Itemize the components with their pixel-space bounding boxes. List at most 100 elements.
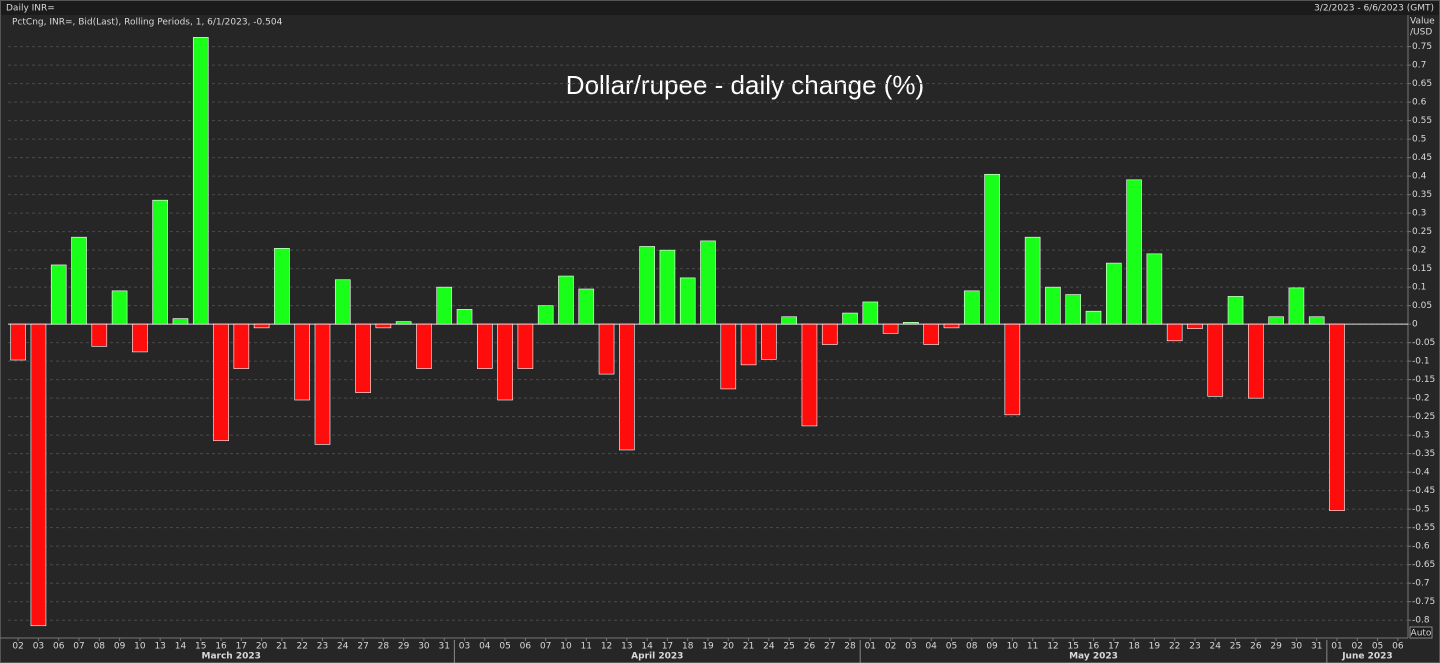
x-tick-label: 20	[256, 642, 268, 652]
x-tick-label: 15	[1067, 642, 1078, 652]
bar	[1288, 287, 1305, 325]
bar	[375, 323, 392, 329]
auto-button-label[interactable]: Auto	[1411, 629, 1432, 639]
x-tick-label: 05	[499, 642, 510, 652]
y-tick-label: 0.7	[1412, 61, 1426, 71]
x-tick-label: 03	[33, 642, 44, 652]
bar	[233, 323, 250, 369]
bar	[30, 323, 47, 627]
x-tick-label: 23	[1189, 642, 1200, 652]
x-tick-label: 09	[114, 642, 126, 652]
month-label: April 2023	[631, 652, 683, 662]
x-tick-label: 28	[378, 642, 390, 652]
bar	[862, 301, 879, 325]
bar	[659, 249, 676, 325]
x-tick-label: 27	[824, 642, 835, 652]
x-tick-label: 17	[662, 642, 673, 652]
bar	[334, 279, 351, 325]
y-tick-label: -0.35	[1412, 449, 1435, 459]
bar	[923, 323, 939, 345]
x-tick-label: 24	[763, 642, 775, 652]
bar	[720, 323, 737, 390]
y-tick-label: 0	[1412, 320, 1418, 330]
x-tick-label: 22	[1169, 642, 1180, 652]
y-tick-label: 0.65	[1412, 79, 1432, 89]
x-tick-label: 23	[317, 642, 328, 652]
bar	[598, 323, 615, 375]
x-tick-label: 21	[743, 642, 754, 652]
x-tick-label: 01	[1331, 642, 1342, 652]
x-tick-label: 06	[520, 642, 532, 652]
y-tick-label: 0.25	[1412, 227, 1432, 237]
x-tick-label: 30	[418, 642, 430, 652]
bar	[963, 290, 980, 325]
bar	[740, 323, 757, 366]
bar	[497, 323, 513, 401]
bar	[213, 323, 229, 442]
month-label: March 2023	[201, 652, 260, 662]
bar	[192, 37, 209, 325]
bar	[1146, 253, 1163, 325]
bar	[1207, 323, 1224, 397]
bar	[1105, 262, 1122, 325]
bar	[111, 290, 128, 325]
y-tick-label: -0.65	[1412, 560, 1435, 570]
y-tick-label: -0.45	[1412, 486, 1435, 496]
bar	[1045, 286, 1061, 325]
bar	[314, 323, 331, 445]
bar	[517, 323, 534, 369]
x-tick-label: 26	[804, 642, 816, 652]
x-tick-label: 08	[94, 642, 106, 652]
bar	[984, 173, 1000, 325]
bar	[842, 312, 858, 325]
header: Daily INR=	[6, 4, 55, 14]
x-tick-label: 10	[560, 642, 572, 652]
bar	[355, 323, 371, 393]
x-tick-label: 14	[175, 642, 187, 652]
month-label: May 2023	[1069, 652, 1118, 662]
x-tick-label: 06	[1392, 642, 1404, 652]
y-tick-label: 0.45	[1412, 153, 1432, 163]
bar	[558, 275, 574, 325]
bar	[132, 323, 148, 353]
x-tick-label: 04	[925, 642, 937, 652]
bar	[781, 316, 797, 325]
bar	[903, 321, 919, 325]
y-tick-label: 0.05	[1412, 301, 1432, 311]
bar	[1024, 236, 1041, 325]
y-tick-label: -0.3	[1412, 431, 1430, 441]
bar	[294, 323, 311, 401]
auto-button[interactable]	[1409, 626, 1433, 639]
bar	[1166, 323, 1183, 342]
x-tick-label: 12	[1047, 642, 1058, 652]
y-tick-label: -0.05	[1412, 338, 1435, 348]
x-tick-label: 21	[276, 642, 287, 652]
bar	[456, 309, 473, 325]
x-tick-label: 03	[905, 642, 916, 652]
x-tick-label: 14	[641, 642, 653, 652]
x-tick-label: 12	[601, 642, 612, 652]
y-tick-label: 0.75	[1412, 42, 1432, 52]
x-tick-label: 07	[540, 642, 551, 652]
bar	[172, 318, 189, 325]
y-tick-label: 0.6	[1412, 98, 1427, 108]
bar	[1227, 296, 1244, 325]
bar	[1329, 323, 1345, 511]
bar	[91, 323, 108, 347]
y-tick-label: -0.15	[1412, 375, 1435, 385]
x-tick-label: 05	[946, 642, 957, 652]
x-tick-label: 29	[398, 642, 410, 652]
x-tick-label: 10	[134, 642, 146, 652]
bar	[537, 305, 554, 325]
bar	[10, 323, 26, 361]
x-tick-label: 16	[1088, 642, 1100, 652]
month-label: June 2023	[1341, 652, 1392, 662]
x-tick-label: 28	[844, 642, 856, 652]
date-range: 3/2/2023 - 6/6/2023 (GMT)	[1314, 4, 1434, 14]
x-tick-label: 15	[195, 642, 206, 652]
x-tick-label: 25	[783, 642, 794, 652]
bar	[1065, 294, 1082, 325]
y-tick-label: 0.1	[1412, 283, 1426, 293]
y-tick-label: -0.8	[1412, 616, 1430, 626]
